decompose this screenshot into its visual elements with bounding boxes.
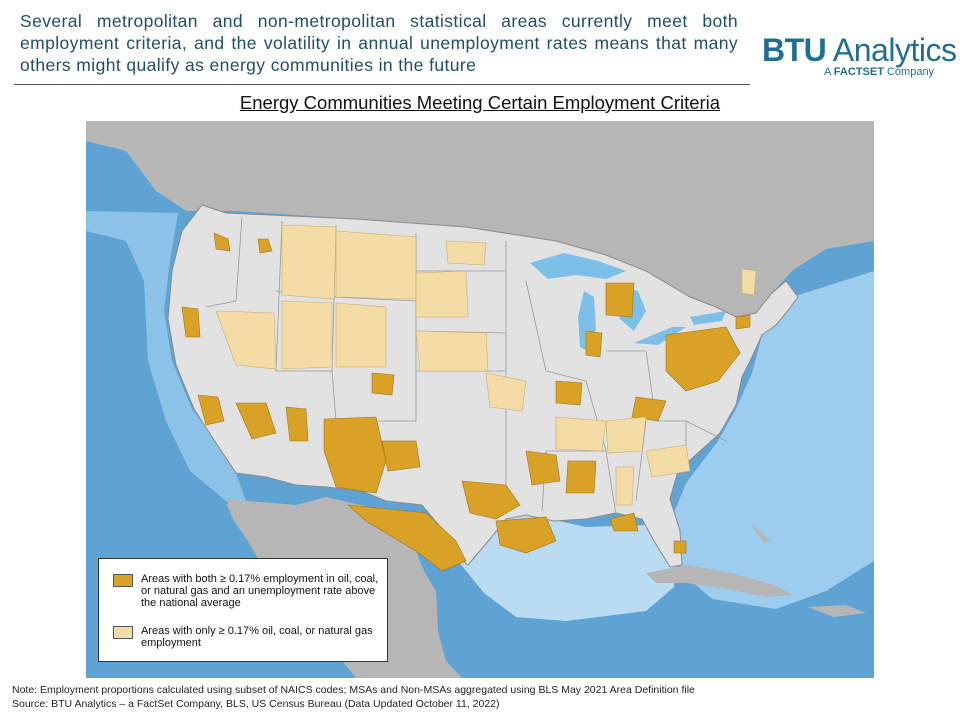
lake-erie <box>634 327 686 345</box>
both-criteria-areas <box>181 232 751 572</box>
logo-brand-strong: BTU <box>762 32 827 68</box>
source-text: Source: BTU Analytics – a FactSet Compan… <box>12 698 500 710</box>
lake-superior <box>530 253 626 279</box>
employment-only-areas <box>215 224 757 506</box>
legend-swatch-employment-only <box>113 626 133 639</box>
bahamas-land <box>750 523 770 543</box>
btu-analytics-logo: BTU Analytics A FACTSET Company <box>762 32 957 78</box>
headline-text: Several metropolitan and non-metropolita… <box>20 11 738 75</box>
headline-divider <box>14 84 750 85</box>
legend-item-employment-only: Areas with only ≥ 0.17% oil, coal, or na… <box>113 625 381 649</box>
lake-ontario <box>690 311 726 325</box>
hispaniola-land <box>808 605 866 617</box>
map-legend: Areas with both ≥ 0.17% employment in oi… <box>98 558 388 662</box>
canada-land <box>86 121 874 317</box>
logo-tag-strong: FACTSET <box>833 66 884 78</box>
atlantic-shelf <box>670 271 874 609</box>
legend-label-both: Areas with both ≥ 0.17% employment in oi… <box>141 573 379 609</box>
cuba-land <box>646 565 792 597</box>
logo-tag-prefix: A <box>824 66 834 78</box>
logo-tag-suffix: Company <box>883 66 935 78</box>
map-title: Energy Communities Meeting Certain Emplo… <box>239 92 721 113</box>
logo-brand-rest: Analytics <box>826 32 957 68</box>
logo-tagline: A FACTSET Company <box>824 66 952 78</box>
legend-swatch-both <box>113 574 133 587</box>
logo-wordmark: BTU Analytics <box>762 32 957 68</box>
pacific-shelf <box>86 211 246 501</box>
legend-label-employment-only: Areas with only ≥ 0.17% oil, coal, or na… <box>141 625 373 649</box>
footnotes: Note: Employment proportions calculated … <box>12 683 695 711</box>
legend-item-both-criteria: Areas with both ≥ 0.17% employment in oi… <box>113 573 381 609</box>
note-text: Note: Employment proportions calculated … <box>12 684 695 696</box>
